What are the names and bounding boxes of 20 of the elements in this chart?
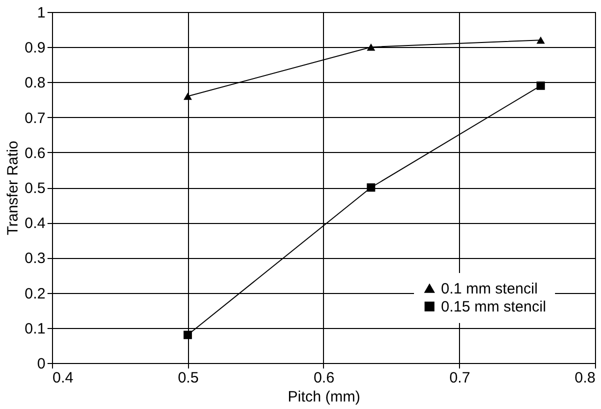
- x-tick-label: 0.8: [574, 370, 596, 386]
- y-tick-label: 0.9: [24, 40, 46, 57]
- y-tick-label: 0.6: [24, 144, 46, 162]
- y-tick-label: 0.2: [24, 285, 46, 302]
- x-tick-label: 0.6: [314, 370, 334, 386]
- y-tick-label: 0.1: [24, 320, 46, 338]
- y-axis-title: Transfer Ratio: [4, 140, 22, 236]
- y-tick-label: 0: [37, 356, 46, 372]
- legend-label: 0.15 mm stencil: [441, 298, 546, 316]
- y-tick-label: 1: [37, 4, 46, 22]
- y-tick-label: 0.5: [24, 180, 46, 197]
- y-tick-label: 0.8: [24, 74, 46, 92]
- y-tick-label: 0.4: [24, 215, 46, 232]
- y-tick-label: 0.7: [24, 110, 46, 127]
- x-tick-label: 0.5: [178, 370, 199, 386]
- y-tick-label: 0.3: [24, 250, 46, 268]
- x-axis-title: Pitch (mm): [288, 388, 360, 406]
- x-tick-label: 0.7: [449, 370, 470, 386]
- legend-label: 0.1 mm stencil: [441, 280, 538, 298]
- x-tick-label: 0.4: [52, 370, 74, 386]
